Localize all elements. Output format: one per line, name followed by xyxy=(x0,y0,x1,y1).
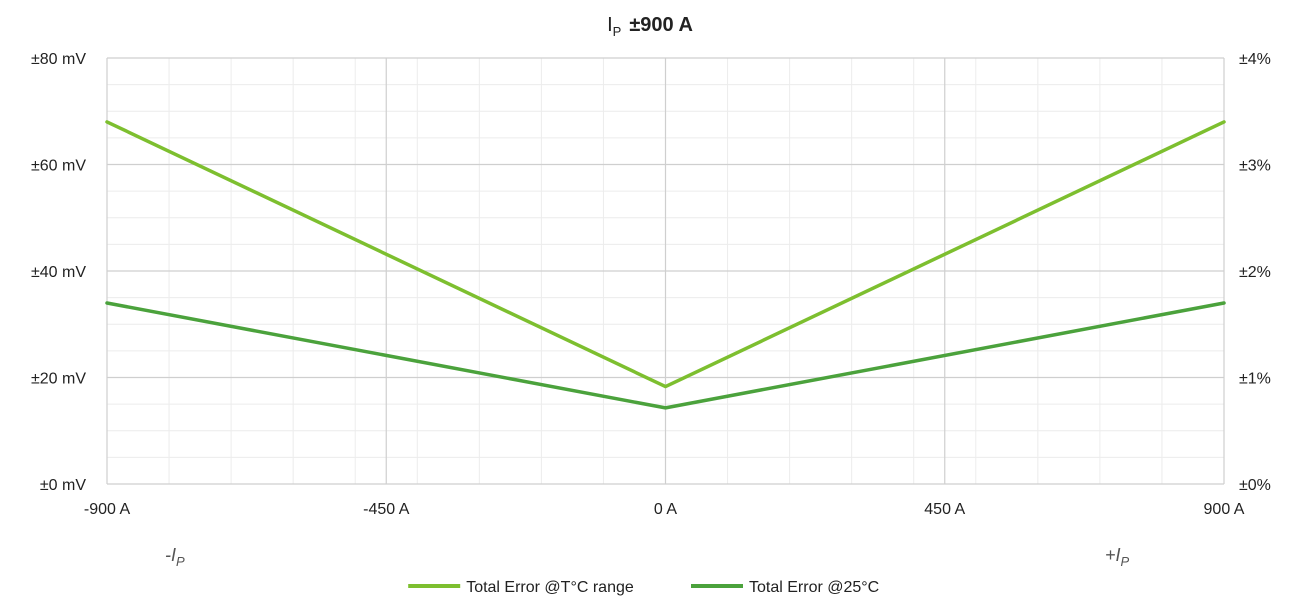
y2-tick-label: ±1% xyxy=(1239,371,1271,388)
y2-tick-label: ±0% xyxy=(1239,477,1271,494)
chart-title: IP ±900 A xyxy=(607,14,693,39)
series-layer xyxy=(105,120,1226,410)
y-tick-label: ±60 mV xyxy=(31,158,86,175)
x-tick-label: 900 A xyxy=(1204,501,1245,518)
y2-tick-label: ±2% xyxy=(1239,264,1271,281)
y-tick-label: ±0 mV xyxy=(40,477,86,494)
y2-tick-label: ±4% xyxy=(1239,51,1271,68)
title-symbol: I xyxy=(607,14,613,36)
title-subscript: P xyxy=(613,24,622,39)
x-tick-label: -900 A xyxy=(84,501,131,518)
axis-labels: -900 A -450 A 0 A 450 A 900 A ±0 mV ±20 mV ±40 … xyxy=(31,51,1271,518)
right-range-label: +IP xyxy=(1105,545,1130,569)
legend-label-1: Total Error @T°C range xyxy=(466,579,634,596)
title-suffix: ±900 A xyxy=(629,14,693,36)
series-line-1 xyxy=(105,120,1226,389)
legend: Total Error @T°C range Total Error @25°C xyxy=(408,579,879,596)
y-tick-label: ±80 mV xyxy=(31,51,86,68)
legend-label-2: Total Error @25°C xyxy=(749,579,879,596)
y-tick-label: ±40 mV xyxy=(31,264,86,281)
y-tick-label: ±20 mV xyxy=(31,371,86,388)
x-tick-label: -450 A xyxy=(363,501,410,518)
left-range-label: -IP xyxy=(165,545,185,569)
series-line-2 xyxy=(105,301,1226,410)
major-grid xyxy=(106,57,1225,485)
y2-tick-label: ±3% xyxy=(1239,158,1271,175)
x-tick-label: 0 A xyxy=(654,501,677,518)
x-tick-label: 450 A xyxy=(924,501,965,518)
